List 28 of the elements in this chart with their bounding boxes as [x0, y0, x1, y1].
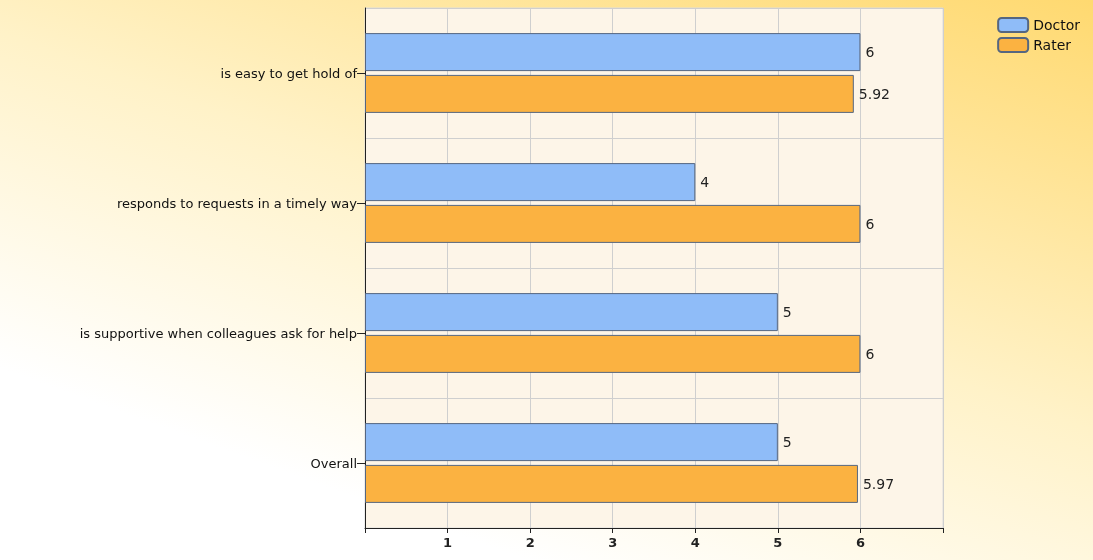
y-tick-label: is easy to get hold of — [220, 65, 358, 81]
x-tick-label: 2 — [525, 535, 535, 550]
legend-label: Doctor — [1033, 17, 1081, 33]
data-label: 4 — [700, 174, 710, 191]
bar — [365, 74, 854, 113]
bar — [365, 334, 861, 373]
data-label: 5 — [782, 434, 792, 451]
bar — [365, 163, 696, 202]
data-label: 5.92 — [858, 85, 890, 102]
y-tick-label: is supportive when colleagues ask for help — [79, 325, 357, 341]
x-tick-label: 4 — [690, 535, 700, 550]
bar — [365, 464, 858, 503]
y-tick-label: Overall — [310, 455, 357, 471]
data-label: 5.97 — [862, 475, 895, 492]
bar — [365, 293, 778, 332]
x-tick-label: 6 — [855, 535, 865, 550]
y-tick-label: responds to requests in a timely way — [116, 195, 358, 211]
data-label: 6 — [865, 345, 875, 362]
bar — [365, 204, 861, 243]
data-label: 6 — [865, 44, 875, 61]
x-tick-label: 5 — [773, 535, 783, 550]
legend-label: Rater — [1033, 37, 1072, 53]
bar — [365, 33, 861, 72]
x-tick-label: 3 — [608, 535, 618, 550]
bar — [365, 423, 778, 462]
x-tick-label: 1 — [443, 535, 453, 550]
data-label: 6 — [865, 215, 875, 232]
data-label: 5 — [782, 304, 792, 321]
